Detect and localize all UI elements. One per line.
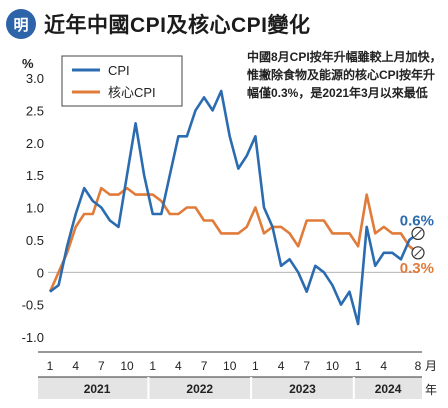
x-tick-label: 10	[120, 359, 134, 373]
year-label: 2021	[84, 382, 111, 396]
year-label: 2024	[375, 382, 402, 396]
y-tick-label: 1.5	[26, 168, 44, 183]
end-marker-cross	[414, 229, 422, 238]
x-tick-label: 4	[175, 359, 182, 373]
x-tick-label: 4	[380, 359, 387, 373]
y-tick-label: -1.0	[22, 330, 44, 345]
y-tick-label: 1.0	[26, 201, 44, 216]
x-tick-label: 4	[278, 359, 285, 373]
x-tick-label: 7	[98, 359, 105, 373]
y-axis-unit: %	[22, 56, 34, 71]
x-tick-label: 10	[223, 359, 237, 373]
x-tick-label: 1	[355, 359, 362, 373]
legend-label-cpi: CPI	[108, 63, 130, 78]
y-tick-label: 2.5	[26, 103, 44, 118]
y-tick-label: 3.0	[26, 71, 44, 86]
legend-box	[61, 55, 183, 107]
year-label: 2023	[289, 382, 316, 396]
x-tick-label: 1	[252, 359, 259, 373]
x-tick-label: 4	[72, 359, 79, 373]
y-tick-label: 0	[37, 265, 44, 280]
x-axis-year-unit: 年	[425, 383, 437, 397]
cpi-end-label: 0.6%	[400, 212, 434, 229]
x-tick-label: 1	[47, 359, 54, 373]
chart-header: 明 近年中國CPI及核心CPI變化	[6, 6, 311, 42]
year-band	[38, 377, 422, 399]
year-label: 2022	[186, 382, 213, 396]
x-axis-month-unit: 月	[425, 359, 437, 373]
newspaper-logo: 明	[6, 9, 36, 39]
cpi-series-line	[49, 89, 419, 326]
chart-title: 近年中國CPI及核心CPI變化	[44, 14, 311, 37]
x-tick-label: 7	[201, 359, 208, 373]
y-tick-label: 0.5	[26, 233, 44, 248]
core-cpi-end-label: 0.3%	[400, 260, 434, 277]
y-tick-label: -0.5	[22, 298, 44, 313]
end-marker-cross	[414, 248, 422, 257]
x-tick-label: 7	[303, 359, 310, 373]
x-tick-label: 1	[149, 359, 156, 373]
y-tick-label: 2.0	[26, 136, 44, 151]
x-tick-label: 8	[415, 359, 422, 373]
chart-annotation: 中國8月CPI按年升幅雖較上月加快，惟撇除食物及能源的核心CPI按年升幅僅0.3…	[247, 50, 442, 100]
x-tick-label: 10	[326, 359, 340, 373]
core-cpi-series-line	[48, 186, 419, 293]
legend-label-core-cpi: 核心CPI	[108, 85, 156, 100]
